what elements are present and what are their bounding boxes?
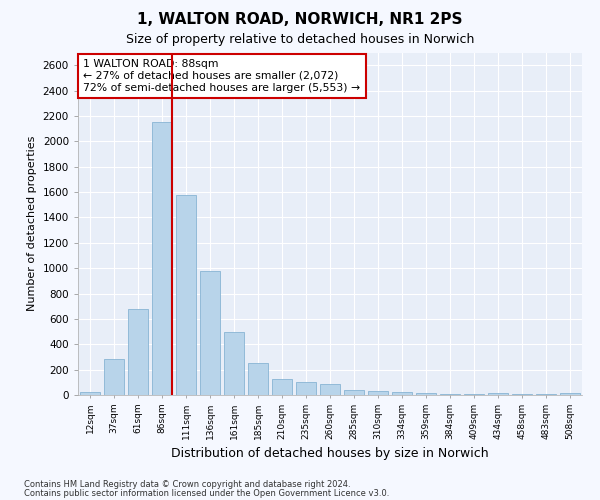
X-axis label: Distribution of detached houses by size in Norwich: Distribution of detached houses by size … bbox=[171, 448, 489, 460]
Bar bbox=[80, 392, 100, 395]
Bar bbox=[104, 360, 124, 395]
Bar bbox=[152, 122, 172, 395]
Y-axis label: Number of detached properties: Number of detached properties bbox=[27, 136, 37, 312]
Bar bbox=[296, 382, 316, 395]
Bar bbox=[128, 308, 148, 395]
Bar bbox=[392, 392, 412, 395]
Bar bbox=[368, 391, 388, 395]
Bar bbox=[272, 378, 292, 395]
Bar bbox=[176, 194, 196, 395]
Bar bbox=[488, 393, 508, 395]
Bar bbox=[416, 393, 436, 395]
Bar bbox=[344, 390, 364, 395]
Text: Contains HM Land Registry data © Crown copyright and database right 2024.: Contains HM Land Registry data © Crown c… bbox=[24, 480, 350, 489]
Bar bbox=[560, 393, 580, 395]
Bar bbox=[224, 332, 244, 395]
Bar bbox=[320, 384, 340, 395]
Bar bbox=[248, 364, 268, 395]
Bar bbox=[512, 394, 532, 395]
Bar bbox=[440, 394, 460, 395]
Text: 1 WALTON ROAD: 88sqm
← 27% of detached houses are smaller (2,072)
72% of semi-de: 1 WALTON ROAD: 88sqm ← 27% of detached h… bbox=[83, 60, 360, 92]
Bar bbox=[536, 394, 556, 395]
Text: 1, WALTON ROAD, NORWICH, NR1 2PS: 1, WALTON ROAD, NORWICH, NR1 2PS bbox=[137, 12, 463, 28]
Bar bbox=[200, 270, 220, 395]
Bar bbox=[464, 394, 484, 395]
Text: Size of property relative to detached houses in Norwich: Size of property relative to detached ho… bbox=[126, 32, 474, 46]
Text: Contains public sector information licensed under the Open Government Licence v3: Contains public sector information licen… bbox=[24, 490, 389, 498]
